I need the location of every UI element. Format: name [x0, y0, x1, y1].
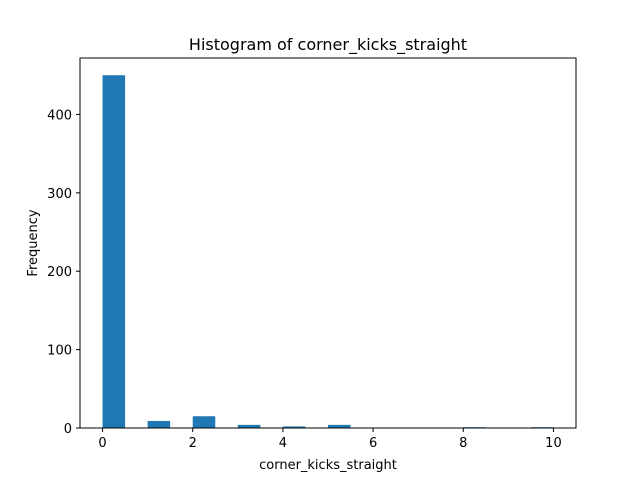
x-tick-label: 2	[189, 436, 197, 451]
histogram-bar-1	[147, 420, 171, 428]
bars-group	[102, 75, 554, 429]
histogram-bar-4	[282, 426, 306, 428]
y-axis: 0 100 200 300 400	[47, 108, 80, 437]
plot-area	[79, 57, 577, 429]
x-tick-label: 6	[369, 436, 377, 451]
chart-title: Histogram of corner_kicks_straight	[189, 35, 467, 55]
x-tick-label: 4	[279, 436, 287, 451]
plot-frame	[79, 57, 577, 429]
x-axis-label: corner_kicks_straight	[259, 458, 397, 473]
y-tick-label: 200	[47, 265, 72, 280]
x-tick-label: 10	[545, 436, 562, 451]
histogram-bar-0	[102, 75, 126, 429]
y-tick-label: 400	[47, 108, 72, 123]
y-axis-label: Frequency	[26, 209, 41, 276]
histogram-bar-3	[237, 424, 261, 428]
histogram-bar-2	[192, 416, 216, 428]
x-axis: 0 2 4 6 8 10	[98, 428, 562, 451]
x-tick-label: 8	[459, 436, 467, 451]
y-tick-label: 0	[64, 422, 72, 437]
x-tick-label: 0	[98, 436, 106, 451]
y-tick-label: 100	[47, 344, 72, 359]
y-tick-label: 300	[47, 187, 72, 202]
histogram-bar-5	[328, 424, 351, 428]
